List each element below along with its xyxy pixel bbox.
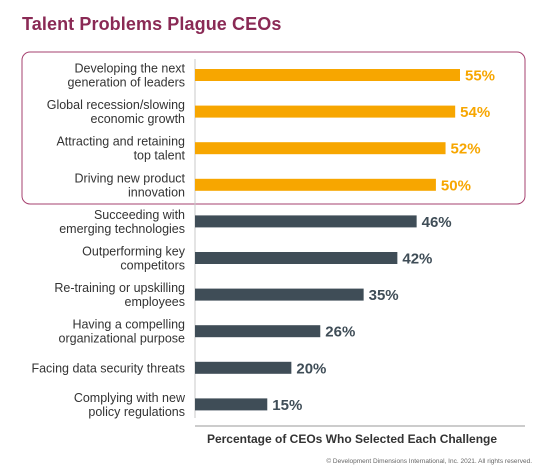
value-label-2: 54% (460, 104, 490, 121)
category-label-line: top talent (134, 149, 186, 163)
x-axis-label: Percentage of CEOs Who Selected Each Cha… (207, 432, 497, 446)
category-label-line: organizational purpose (59, 332, 186, 346)
value-label-8: 26% (325, 324, 355, 341)
category-label-3: Attracting and retaining top talent (56, 135, 185, 163)
value-label-9: 20% (296, 360, 326, 377)
value-label-10: 15% (272, 397, 302, 414)
bar-6 (195, 252, 398, 264)
value-label-1: 55% (465, 68, 495, 85)
category-label-line: Attracting and retaining (56, 135, 185, 149)
bar-7 (195, 288, 364, 301)
category-label-10: Complying with new policy regulations (74, 391, 186, 419)
category-label-line: Complying with new (74, 391, 186, 405)
bar-5 (195, 215, 417, 228)
category-label-7: Re-training or upskilling employees (54, 281, 185, 309)
value-label-3: 52% (451, 141, 481, 158)
value-label-6: 42% (402, 251, 432, 268)
category-label-line: Outperforming key (82, 245, 186, 259)
bar-8 (195, 325, 321, 338)
category-label-8: Having a compelling organizational purpos… (59, 318, 186, 346)
highlight-box (21, 51, 526, 205)
category-label-2: Global recession/slowing economic growth (47, 98, 185, 126)
category-label-line: Having a compelling (72, 318, 185, 332)
category-label-line: generation of leaders (68, 76, 185, 90)
category-label-line: Succeeding with (94, 208, 185, 222)
category-label-4: Driving new product innovation (75, 171, 186, 199)
category-label-line: policy regulations (88, 405, 185, 419)
category-label-line: Developing the next (75, 62, 186, 76)
category-label-line: Global recession/slowing (47, 98, 185, 112)
bar-9 (195, 361, 292, 374)
bar-2 (195, 105, 456, 118)
bar-3 (195, 142, 446, 155)
bar-4 (195, 178, 436, 191)
bar-10 (195, 398, 268, 411)
category-label-line: Driving new product (75, 171, 186, 185)
value-label-4: 50% (441, 177, 471, 194)
category-label-line: employees (125, 295, 185, 309)
bars-group: 55% Developing the next generation of lead… (31, 62, 495, 419)
category-label-line: emerging technologies (59, 222, 185, 236)
category-label-line: Re-training or upskilling (54, 281, 185, 295)
bar-1 (195, 69, 460, 81)
copyright-text: © Development Dimensions International, … (326, 457, 532, 465)
value-label-5: 46% (422, 214, 452, 231)
category-label-line: innovation (128, 185, 185, 199)
category-label-5: Succeeding with emerging technologies (59, 208, 185, 236)
category-label-1: Developing the next generation of leaders (68, 62, 186, 90)
category-label-line: economic growth (91, 112, 186, 126)
category-label-6: Outperforming key competitors (82, 245, 186, 273)
category-label-line: competitors (120, 259, 185, 273)
value-label-7: 35% (369, 287, 399, 304)
category-label-9: Facing data security threats (31, 361, 185, 375)
chart-title: Talent Problems Plague CEOs (22, 14, 282, 34)
category-label-line: Facing data security threats (31, 361, 185, 375)
